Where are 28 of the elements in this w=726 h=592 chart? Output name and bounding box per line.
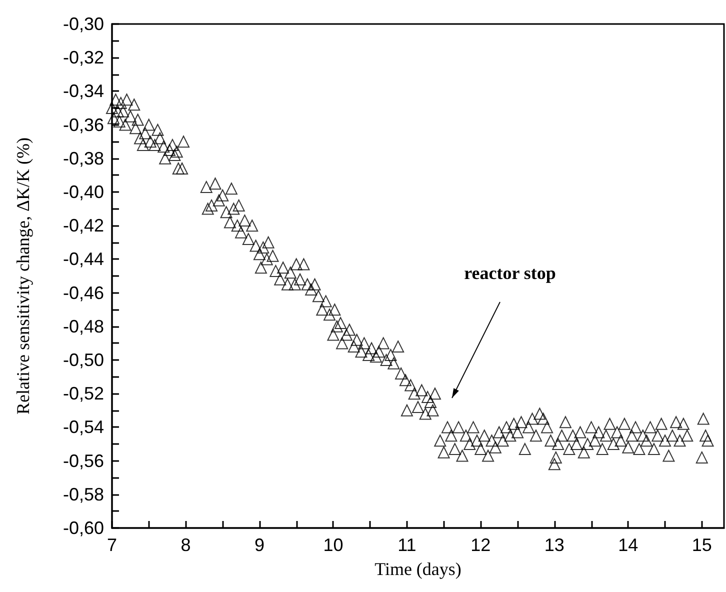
x-axis-title: Time (days) [374, 559, 462, 579]
y-tick-label: -0,52 [62, 384, 104, 404]
y-tick-label: -0,54 [62, 417, 104, 438]
y-tick-label: -0,60 [62, 518, 104, 538]
y-tick-label: -0,44 [62, 249, 104, 270]
x-tick-label: 9 [254, 535, 264, 555]
y-tick-label: -0,34 [62, 81, 104, 102]
y-tick-label: -0,30 [62, 14, 104, 34]
x-tick-label: 8 [180, 535, 191, 555]
x-tick-label: 7 [106, 535, 118, 555]
y-tick-label: -0,36 [62, 114, 104, 135]
y-tick-label: -0,32 [62, 48, 104, 68]
y-tick-label: -0,42 [62, 216, 104, 236]
y-tick-label: -0,50 [62, 350, 104, 370]
x-tick-label: 14 [618, 535, 638, 555]
x-tick-label: 11 [398, 535, 416, 555]
y-axis-title: Relative sensitivity change, ΔK/K (%) [13, 137, 33, 415]
y-tick-label: -0,46 [62, 282, 104, 303]
y-tick-label: -0,56 [62, 450, 104, 471]
y-tick-label: -0,48 [62, 316, 104, 336]
x-tick-label: 13 [544, 535, 564, 555]
annotation: reactor stop [464, 263, 556, 283]
x-tick-label: 15 [692, 535, 712, 555]
x-tick-label: 10 [323, 535, 344, 555]
y-tick-label: -0,38 [62, 148, 104, 168]
y-tick-label: -0,40 [62, 182, 104, 202]
x-tick-label: 12 [470, 535, 491, 555]
y-tick-label: -0,58 [62, 484, 104, 504]
